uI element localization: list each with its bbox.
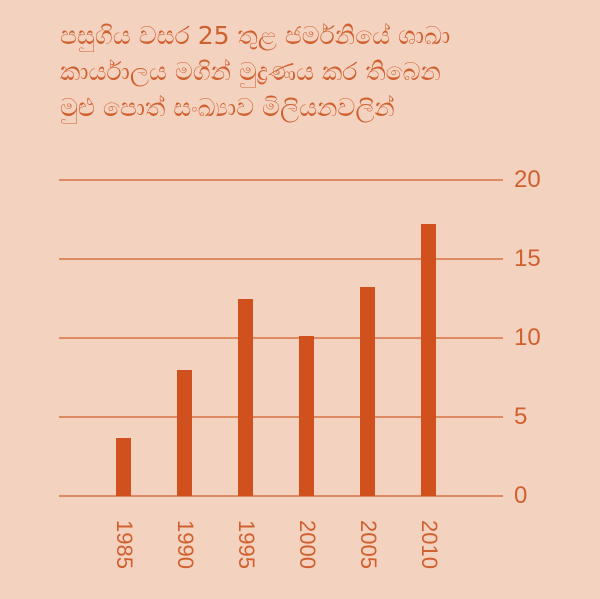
bar-2005 bbox=[360, 287, 375, 496]
y-tick-label: 20 bbox=[514, 166, 541, 193]
gridline bbox=[59, 258, 503, 260]
y-tick-label: 5 bbox=[514, 403, 528, 430]
chart-title: පසුගිය වසර 25 තුළ ජර්මනියේ ශාඛා කාර්යාලය… bbox=[60, 18, 540, 126]
x-tick-label: 1995 bbox=[234, 520, 259, 569]
gridline bbox=[59, 416, 503, 418]
x-tick-label: 2005 bbox=[356, 520, 381, 569]
bar-1990 bbox=[177, 369, 192, 496]
x-tick-label: 1985 bbox=[112, 520, 137, 569]
title-line-2: කාර්යාලය මගින් මුද්‍රණය කර තිබෙන bbox=[60, 57, 441, 86]
bar-2000 bbox=[299, 336, 314, 496]
title-line-3: මුළු පොත් සංඛ්‍යාව මිලියනවලින් bbox=[60, 93, 395, 122]
x-tick-label: 2000 bbox=[295, 520, 320, 569]
bar-2010 bbox=[421, 224, 436, 496]
y-tick-label: 0 bbox=[514, 482, 528, 509]
title-line-1: පසුගිය වසර 25 තුළ ජර්මනියේ ශාඛා bbox=[60, 21, 451, 50]
bar-1995 bbox=[238, 298, 253, 496]
y-tick-label: 10 bbox=[514, 324, 541, 351]
y-tick-label: 15 bbox=[514, 245, 541, 272]
x-tick-label: 1990 bbox=[173, 520, 198, 569]
x-tick-label: 2010 bbox=[417, 520, 442, 569]
bar-1985 bbox=[116, 437, 131, 496]
gridline bbox=[59, 179, 503, 181]
gridline bbox=[59, 337, 503, 339]
gridline bbox=[59, 495, 503, 497]
